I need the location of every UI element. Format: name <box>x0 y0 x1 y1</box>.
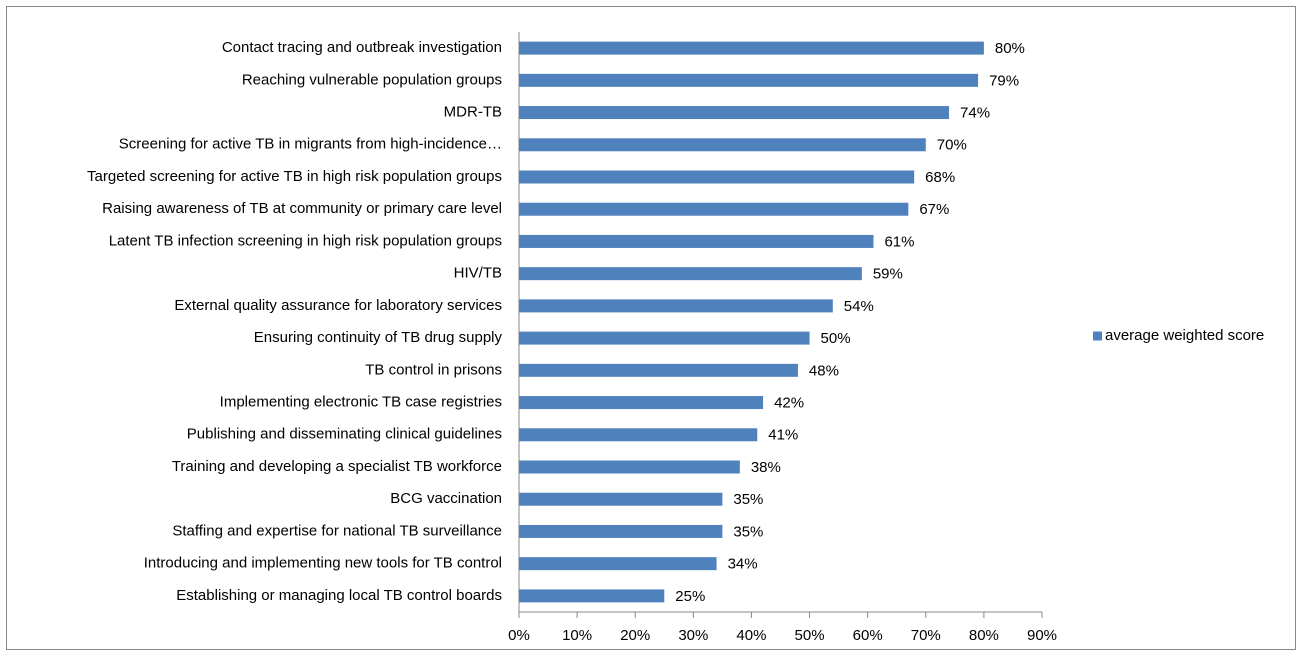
value-label: 50% <box>821 330 851 347</box>
bar <box>519 41 984 55</box>
y-tick-label: Ensuring continuity of TB drug supply <box>254 329 503 346</box>
bar <box>519 202 909 216</box>
bar <box>519 106 950 120</box>
x-tick-label: 90% <box>1027 627 1057 644</box>
bar <box>519 557 717 571</box>
bar <box>519 363 798 377</box>
y-tick-label: Introducing and implementing new tools f… <box>144 555 502 572</box>
x-tick-label: 10% <box>562 627 592 644</box>
bar <box>519 299 833 313</box>
value-label: 35% <box>733 523 763 540</box>
legend-label: average weighted score <box>1105 327 1264 344</box>
x-tick-label: 70% <box>911 627 941 644</box>
value-label: 68% <box>925 169 955 186</box>
y-tick-label: Reaching vulnerable population groups <box>242 71 502 88</box>
y-tick-label: Contact tracing and outbreak investigati… <box>222 39 502 56</box>
y-tick-label: MDR-TB <box>444 104 502 121</box>
y-tick-label: Raising awareness of TB at community or … <box>102 200 502 217</box>
bar <box>519 234 874 248</box>
x-tick-label: 40% <box>736 627 766 644</box>
y-tick-label: External quality assurance for laborator… <box>174 297 502 314</box>
bar <box>519 73 979 87</box>
bar <box>519 589 665 603</box>
x-tick-label: 80% <box>969 627 999 644</box>
y-tick-label: Staffing and expertise for national TB s… <box>172 522 502 539</box>
bar <box>519 331 810 345</box>
bar <box>519 460 740 474</box>
x-tick-label: 20% <box>620 627 650 644</box>
value-label: 80% <box>995 40 1025 57</box>
value-label: 38% <box>751 459 781 476</box>
y-tick-label: HIV/TB <box>454 265 502 282</box>
value-label: 41% <box>768 427 798 444</box>
value-label: 74% <box>960 105 990 122</box>
x-tick-label: 50% <box>795 627 825 644</box>
y-tick-label: Establishing or managing local TB contro… <box>176 587 502 604</box>
bar <box>519 170 915 184</box>
y-tick-label: Screening for active TB in migrants from… <box>119 136 502 153</box>
y-tick-label: Latent TB infection screening in high ri… <box>109 232 502 249</box>
y-tick-label: Training and developing a specialist TB … <box>172 458 502 475</box>
y-tick-label: BCG vaccination <box>390 490 502 507</box>
bar <box>519 492 723 506</box>
y-tick-label: TB control in prisons <box>365 361 502 378</box>
value-label: 67% <box>919 201 949 218</box>
value-label: 34% <box>728 556 758 573</box>
bar <box>519 428 758 442</box>
value-label: 59% <box>873 266 903 283</box>
value-label: 70% <box>937 137 967 154</box>
value-label: 25% <box>675 588 705 605</box>
value-label: 42% <box>774 395 804 412</box>
x-tick-label: 30% <box>678 627 708 644</box>
value-label: 35% <box>733 491 763 508</box>
legend-swatch <box>1093 331 1102 341</box>
value-label: 54% <box>844 298 874 315</box>
value-label: 61% <box>884 233 914 250</box>
bar <box>519 267 862 281</box>
bar <box>519 396 764 410</box>
bar <box>519 138 926 152</box>
y-tick-label: Implementing electronic TB case registri… <box>220 394 502 411</box>
y-tick-label: Publishing and disseminating clinical gu… <box>187 426 502 443</box>
value-label: 79% <box>989 72 1019 89</box>
value-label: 48% <box>809 362 839 379</box>
x-tick-label: 0% <box>508 627 530 644</box>
chart-border <box>6 6 1296 650</box>
y-tick-label: Targeted screening for active TB in high… <box>87 168 502 185</box>
bar <box>519 524 723 538</box>
x-tick-label: 60% <box>853 627 883 644</box>
